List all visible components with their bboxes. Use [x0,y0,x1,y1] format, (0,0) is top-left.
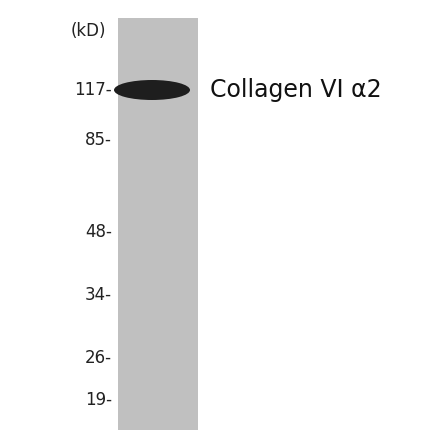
Text: 34-: 34- [85,286,112,304]
Text: (kD): (kD) [70,22,106,40]
Text: 85-: 85- [85,131,112,149]
Bar [118,18,198,430]
Text: 26-: 26- [85,349,112,367]
Text: 19-: 19- [85,391,112,409]
Ellipse shape [114,80,190,100]
Text: 48-: 48- [85,223,112,241]
Text: Collagen VI α2: Collagen VI α2 [210,78,381,102]
Text: 117-: 117- [74,81,112,99]
